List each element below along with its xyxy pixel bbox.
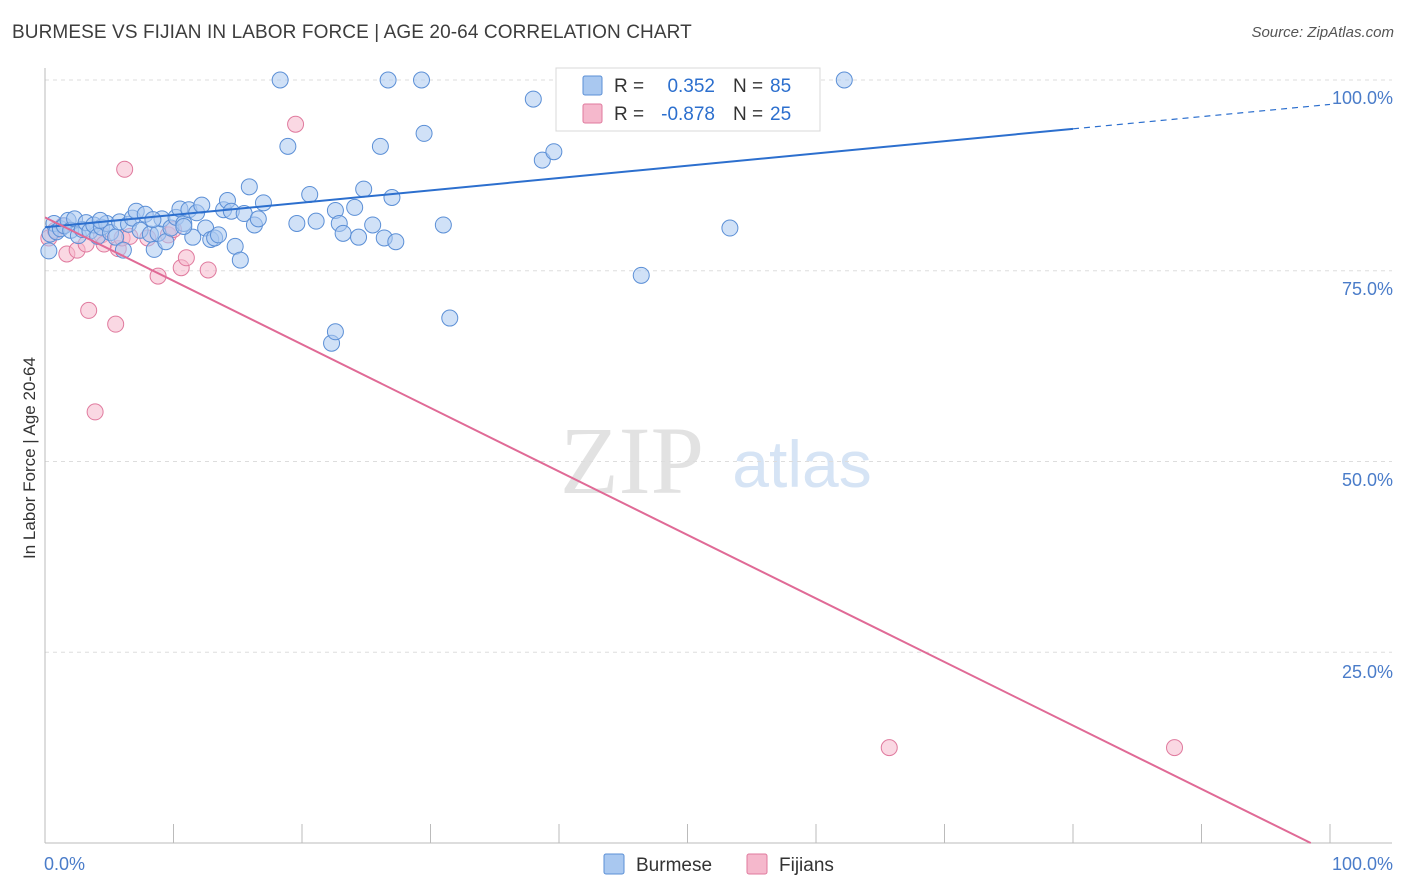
burmese-point-56	[307, 212, 325, 230]
legend-bottom: Burmese Fijians	[603, 853, 834, 876]
burmese-point-75	[632, 266, 650, 284]
legend-r-label-fijians: R =	[614, 104, 644, 125]
burmese-point-59	[334, 224, 352, 242]
burmese-point-51	[254, 194, 272, 212]
burmese-point-55	[301, 185, 319, 203]
x-tick-label-100: 100.0%	[1332, 854, 1393, 874]
fijians-point-24	[1166, 739, 1184, 757]
burmese-point-52	[271, 71, 289, 89]
legend-bottom-label-burmese: Burmese	[636, 855, 712, 876]
legend-n-value-burmese: 85	[770, 76, 791, 97]
fijians-point-10	[107, 315, 125, 333]
x-tick-label-0: 0.0%	[44, 854, 85, 874]
burmese-point-82	[91, 211, 109, 229]
burmese-point-62	[355, 180, 373, 198]
legend-top: R = 0.352 N = 85 R = -0.878 N = 25	[555, 67, 821, 132]
legend-bottom-swatch-burmese	[603, 853, 625, 875]
legend-bottom-label-fijians: Fijians	[779, 855, 834, 876]
legend-n-label-fijians: N =	[733, 104, 763, 125]
fijians-point-22	[287, 115, 305, 133]
chart-source: Source: ZipAtlas.com	[1251, 24, 1394, 41]
burmese-point-61	[350, 228, 368, 246]
burmese-point-48	[240, 178, 258, 196]
burmese-trend-extension	[1072, 103, 1331, 130]
fijians-trend-line	[44, 216, 1312, 844]
fijians-point-7	[86, 403, 104, 421]
burmese-point-54	[288, 214, 306, 232]
burmese-point-77	[835, 71, 853, 89]
burmese-point-72	[524, 90, 542, 108]
burmese-point-60	[346, 198, 364, 216]
fijians-point-20	[177, 249, 195, 267]
legend-r-label-burmese: R =	[614, 76, 644, 97]
y-tick-label-50: 50.0%	[1342, 470, 1393, 490]
chart-title: BURMESE VS FIJIAN IN LABOR FORCE | AGE 2…	[12, 22, 692, 43]
y-tick-label-75: 75.0%	[1342, 279, 1393, 299]
burmese-point-69	[415, 124, 433, 142]
burmese-point-76	[721, 219, 739, 237]
burmese-point-46	[231, 251, 249, 269]
burmese-point-83	[144, 211, 162, 229]
watermark-atlas: atlas	[732, 427, 871, 501]
burmese-trend-line	[44, 127, 1074, 229]
burmese-point-70	[434, 216, 452, 234]
burmese-point-71	[441, 309, 459, 327]
legend-r-value-fijians: -0.878	[661, 104, 715, 125]
fijians-point-6	[80, 301, 98, 319]
legend-r-value-burmese: 0.352	[667, 76, 715, 97]
axes	[44, 68, 1392, 844]
burmese-points	[40, 71, 853, 352]
fijians-point-23	[880, 739, 898, 757]
burmese-point-63	[364, 216, 382, 234]
legend-bottom-swatch-fijians	[746, 853, 768, 875]
y-tick-label-25: 25.0%	[1342, 662, 1393, 682]
trend-lines	[44, 103, 1331, 844]
burmese-point-81	[175, 217, 193, 235]
legend-n-label-burmese: N =	[733, 76, 763, 97]
legend-swatch-burmese	[582, 75, 603, 96]
burmese-point-68	[413, 71, 431, 89]
legend-n-value-fijians: 25	[770, 104, 791, 125]
legend-swatch-fijians	[582, 103, 603, 124]
fijians-point-13	[116, 160, 134, 178]
burmese-point-74	[545, 143, 563, 161]
burmese-point-84	[40, 242, 58, 260]
burmese-point-50	[249, 210, 267, 228]
burmese-point-66	[383, 189, 401, 207]
burmese-point-67	[387, 233, 405, 251]
burmese-point-64	[371, 137, 389, 155]
burmese-point-53	[279, 137, 297, 155]
burmese-point-80	[326, 323, 344, 341]
burmese-point-73	[533, 151, 551, 169]
grid-lines	[45, 79, 1392, 653]
y-tick-label-100: 100.0%	[1332, 88, 1393, 108]
y-axis-title: In Labor Force | Age 20-64	[20, 357, 39, 559]
fijians-point-21	[199, 261, 217, 279]
watermark-zip: ZIP	[560, 407, 704, 514]
burmese-point-78	[379, 71, 397, 89]
burmese-point-41	[209, 226, 227, 244]
